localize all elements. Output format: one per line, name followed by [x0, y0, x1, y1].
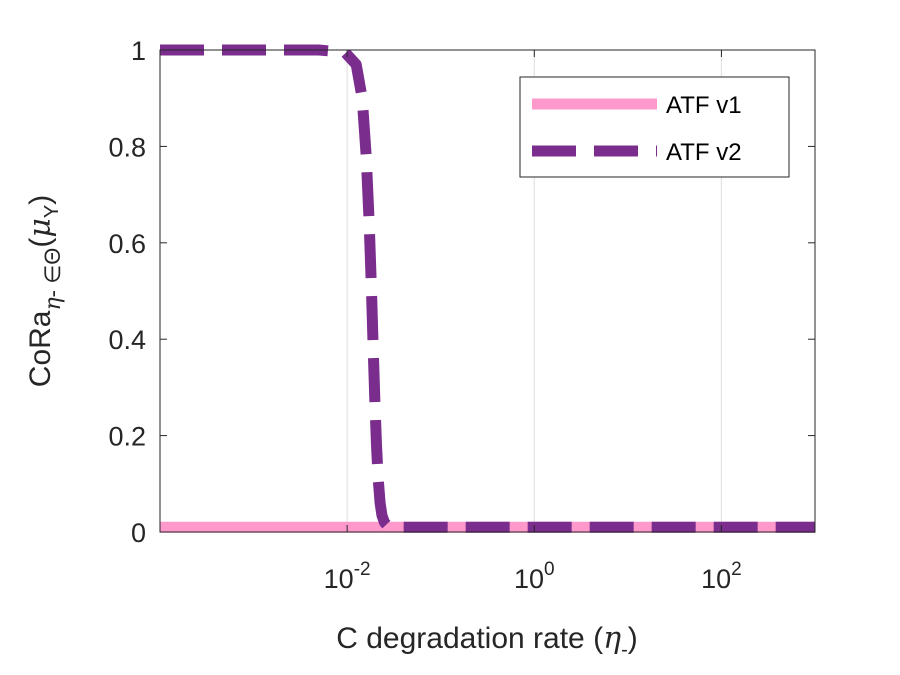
y-axis-label: CoRaη- ∈Θ(μY)	[23, 195, 66, 387]
x-tick-label: 102	[701, 559, 742, 594]
series-line-atf-v2	[160, 44, 815, 533]
plot-frame	[159, 49, 816, 533]
series-lines	[160, 44, 815, 533]
legend-label-atf-v2: ATF v2	[666, 139, 742, 166]
y-tick-label: 0.6	[108, 229, 146, 259]
y-tick-label: 0	[131, 518, 146, 548]
y-tick-label: 0.8	[108, 132, 146, 162]
y-tick-label: 0.4	[108, 325, 146, 355]
y-tick-label: 1	[131, 36, 146, 66]
x-tick-label-exponent: -2	[354, 559, 371, 580]
x-axis-label: C degradation rate (η-)	[336, 621, 637, 661]
x-tick-label-base: 10	[324, 564, 354, 594]
x-tick-label-exponent: 2	[731, 559, 742, 580]
x-tick-label: 10-2	[324, 559, 371, 594]
legend-box	[519, 76, 790, 178]
tick-marks	[160, 49, 815, 533]
y-tick-label: 0.2	[108, 422, 146, 452]
legend: ATF v1 ATF v2	[519, 76, 790, 178]
x-tick-label-base: 10	[701, 564, 731, 594]
x-tick-label: 100	[514, 559, 555, 594]
legend-label-atf-v1: ATF v1	[666, 92, 742, 119]
x-tick-label-base: 10	[514, 564, 544, 594]
x-tick-label-exponent: 0	[544, 559, 555, 580]
